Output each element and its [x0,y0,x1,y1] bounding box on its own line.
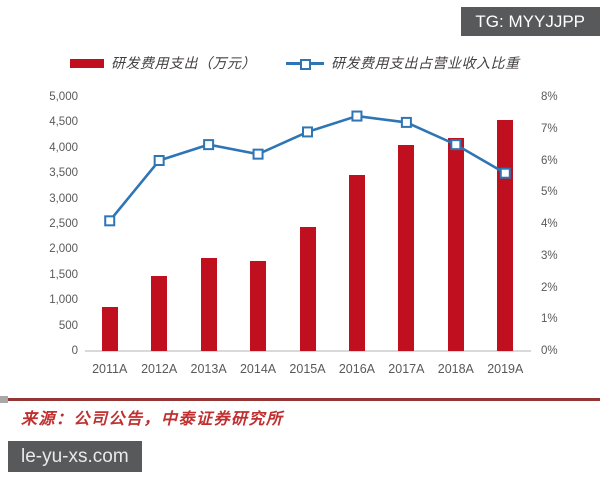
y-axis-right-tick-label: 6% [541,154,558,167]
line-marker [203,139,215,151]
line-marker [302,126,313,138]
x-axis-tick-label: 2014A [239,362,277,376]
line-marker [450,139,462,151]
bar-2011A [101,306,118,351]
x-axis-tick-label: 2016A [338,362,376,376]
y-axis-left-tick-label: 500 [58,319,78,332]
chart-legend: 研发费用支出（万元） 研发费用支出占营业收入比重 [70,53,550,73]
bar-2017A [398,145,415,351]
line-marker [104,215,116,227]
line-marker [153,155,165,166]
y-axis-left-tick-label: 2,000 [49,243,78,256]
line-marker [351,110,363,122]
bar-2012A [151,275,168,351]
y-axis-left-tick-label: 1,500 [49,268,78,281]
legend-bar-label: 研发费用支出（万元） [111,56,256,72]
divider-notch [0,396,8,403]
legend-item-bar: 研发费用支出（万元） [70,53,256,73]
y-axis-left-tick-label: 4,000 [49,141,78,154]
y-axis-left-tick-label: 4,500 [49,116,78,129]
line-series-swatch [286,58,324,70]
legend-item-line: 研发费用支出占营业收入比重 [286,53,520,73]
y-axis-left-tick-label: 0 [71,345,78,357]
bar-2016A [348,175,365,351]
bar-2014A [250,261,267,351]
footer-divider [0,398,600,401]
y-axis-left-tick-label: 3,000 [49,192,78,205]
y-axis-left-tick-label: 3,500 [49,167,78,180]
x-axis-tick-label: 2013A [190,362,227,376]
line-swatch-marker [300,58,311,70]
source-text: 来源：公司公告，中泰证券研究所 [21,409,284,428]
y-axis-right-tick-label: 0% [541,345,558,357]
bar-2013A [200,258,217,351]
y-axis-right-tick-label: 8% [541,91,558,103]
bar-series-swatch [70,58,104,68]
bar-2018A [447,137,464,351]
y-axis-right-tick-label: 7% [541,122,558,135]
bar-2015A [299,226,316,351]
y-axis-right-tick-label: 3% [541,249,558,262]
x-axis-tick-label: 2018A [437,362,474,376]
watermark-badge-top: TG: MYYJJPP [461,7,600,36]
x-axis-tick-label: 2011A [92,362,128,376]
line-marker [400,116,412,128]
line-marker [252,148,264,160]
x-axis-tick-label: 2012A [141,362,178,376]
y-axis-right-tick-label: 5% [541,186,558,199]
y-axis-right-tick-label: 2% [541,281,558,294]
x-axis-tick-label: 2017A [388,362,425,376]
y-axis-left-tick-label: 5,000 [49,91,78,103]
x-axis-tick-label: 2019A [487,362,524,376]
y-axis-right-tick-label: 4% [541,218,558,230]
y-axis-right-tick-label: 1% [541,313,558,326]
y-axis-left-tick-label: 2,500 [49,218,78,230]
line-marker [499,167,511,179]
watermark-badge-bottom: le-yu-xs.com [8,441,142,472]
y-axis-left-tick-label: 1,000 [49,294,78,307]
legend-line-label: 研发费用支出占营业收入比重 [331,56,520,72]
x-axis-tick-label: 2015A [289,362,326,376]
